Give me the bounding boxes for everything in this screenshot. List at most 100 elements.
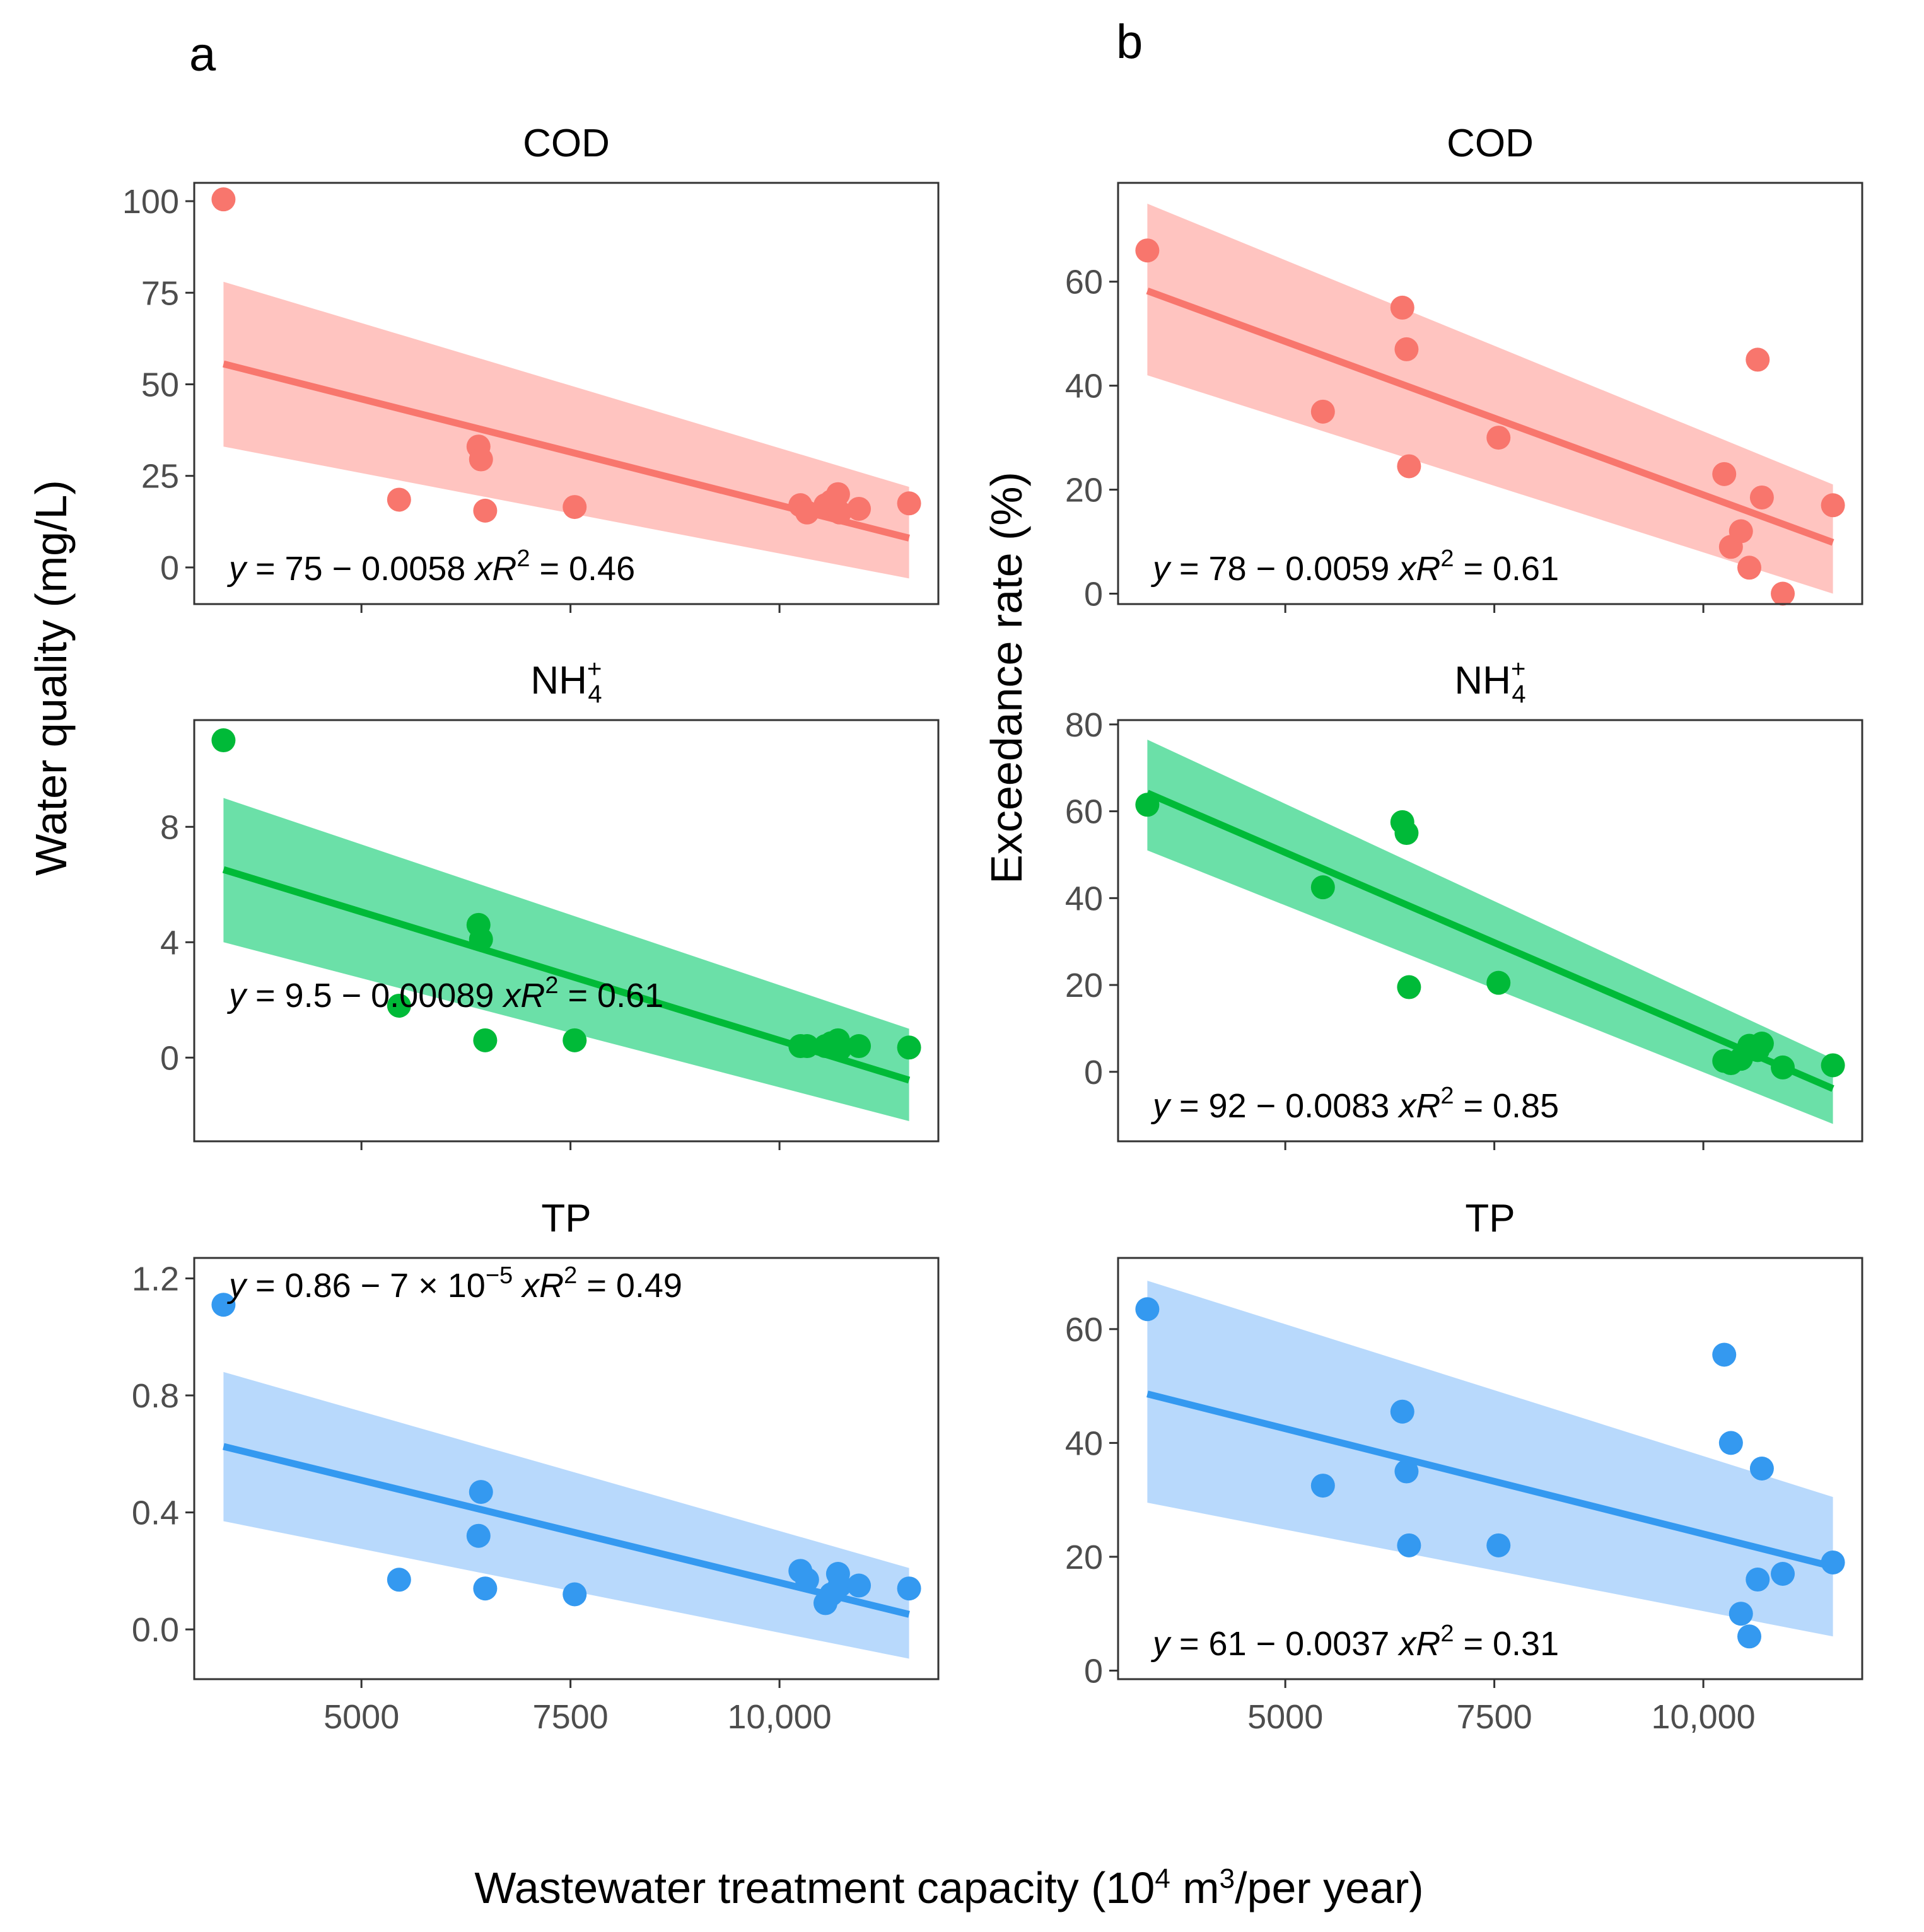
panel-title: COD	[1447, 122, 1534, 165]
regression-equation: y = 78 − 0.0059 xR2 = 0.61	[1150, 545, 1559, 588]
y-tick-label: 0	[160, 1039, 179, 1077]
y-tick-label: 40	[1065, 880, 1103, 917]
data-point	[1486, 970, 1511, 995]
data-point	[1729, 1602, 1753, 1626]
data-point	[1397, 454, 1421, 479]
data-point	[827, 1037, 852, 1061]
data-point	[795, 1034, 819, 1059]
plot-frame	[193, 182, 940, 605]
confidence-band	[1147, 1281, 1833, 1637]
y-tick-label: 0	[160, 549, 179, 587]
y-tick-label: 20	[1065, 1539, 1103, 1576]
regression-equation: y = 0.86 − 7 × 10−5 xR2 = 0.49	[226, 1262, 682, 1305]
panel-title: TP	[541, 1197, 591, 1240]
confidence-band	[1147, 739, 1833, 1124]
data-point	[563, 1028, 587, 1052]
data-point	[1135, 1297, 1160, 1322]
data-point	[1394, 337, 1419, 361]
data-point	[1749, 1032, 1774, 1056]
x-tick-label: 7500	[533, 1698, 609, 1736]
y-axis-title-b: Exceedance rate (%)	[982, 472, 1031, 884]
data-point	[1394, 1459, 1419, 1484]
data-point	[795, 500, 819, 525]
data-point	[1397, 975, 1421, 999]
y-tick-label: 0	[1084, 1054, 1103, 1091]
y-tick-label: 60	[1065, 264, 1103, 301]
x-tick-label: 5000	[324, 1698, 399, 1736]
data-point	[211, 187, 236, 212]
y-tick-label: 40	[1065, 1424, 1103, 1462]
data-point	[1749, 1457, 1774, 1481]
y-tick-label: 0	[1084, 576, 1103, 614]
y-tick-label: 20	[1065, 472, 1103, 509]
x-tick-label: 10,000	[1652, 1698, 1756, 1736]
confidence-band	[223, 281, 909, 579]
data-point	[847, 1034, 872, 1059]
confidence-band	[1147, 203, 1833, 594]
y-tick-label: 60	[1065, 793, 1103, 831]
panel-title: TP	[1465, 1197, 1515, 1240]
data-point	[1486, 426, 1511, 450]
data-point	[1390, 1399, 1414, 1424]
data-point	[211, 728, 236, 753]
data-point	[469, 1480, 493, 1504]
panel-b-2: NH+ 4 0 20 40 60 80 y = 92 − 0.0083 xR2 = 0.85	[1065, 655, 1863, 1150]
data-point	[847, 1573, 872, 1598]
data-point	[897, 1576, 921, 1601]
data-point	[473, 498, 498, 523]
data-point	[469, 927, 493, 951]
plot-frame	[1117, 1257, 1863, 1680]
data-point	[387, 487, 411, 512]
regression-line	[1146, 1390, 1834, 1570]
data-point	[1746, 1568, 1770, 1592]
data-point	[1821, 493, 1845, 518]
data-point	[211, 1293, 236, 1317]
data-point	[827, 1573, 852, 1598]
data-point	[1135, 238, 1160, 263]
data-point	[847, 496, 872, 521]
y-tick-label: 20	[1065, 967, 1103, 1004]
data-point	[827, 500, 852, 525]
data-point	[1737, 1624, 1762, 1649]
regression-equation: y = 92 − 0.0083 xR2 = 0.85	[1150, 1083, 1559, 1125]
y-tick-label: 60	[1065, 1311, 1103, 1349]
regression-line	[1146, 288, 1834, 546]
y-tick-label: 0	[1084, 1652, 1103, 1690]
data-point	[795, 1568, 819, 1592]
data-point	[1821, 1550, 1845, 1574]
regression-line	[223, 1443, 910, 1618]
panel-title: COD	[523, 122, 610, 165]
y-tick-label: 100	[122, 183, 179, 221]
y-tick-label: 80	[1065, 706, 1103, 744]
confidence-band	[223, 1371, 909, 1659]
y-tick-label: 0.4	[132, 1494, 179, 1532]
y-tick-label: 50	[141, 366, 179, 404]
data-point	[563, 495, 587, 520]
data-point	[563, 1582, 587, 1607]
x-axis-title: Wastewater treatment capacity (104 m3/pe…	[474, 1863, 1423, 1913]
y-axis-title-a: Water quality (mg/L)	[26, 480, 76, 876]
data-point	[1749, 485, 1774, 509]
plot-frame	[193, 719, 940, 1143]
data-point	[1729, 519, 1753, 544]
plot-frame	[1117, 182, 1863, 605]
data-point	[1771, 1562, 1795, 1586]
panel-a-3: TP 0.0 0.4 0.8 1.2 5000 7500 10,000 y = 0.86 − 7…	[132, 1197, 940, 1736]
data-point	[1737, 556, 1762, 580]
data-point	[473, 1028, 498, 1052]
panel-a-2: NH+ 4 0 4 8 y = 9.5 − 0.00089 xR2 = 0.61	[160, 655, 940, 1150]
y-tick-label: 25	[141, 458, 179, 496]
confidence-band	[223, 798, 909, 1121]
panel-letter-a: a	[189, 28, 216, 81]
y-tick-label: 8	[160, 808, 179, 846]
y-tick-label: 75	[141, 274, 179, 312]
data-point	[1390, 295, 1414, 320]
panel-b-3: TP 0 20 40 60 5000 7500 10,000 y = 61 − 0.0037 x…	[1065, 1197, 1863, 1736]
x-tick-label: 5000	[1247, 1698, 1323, 1736]
y-tick-label: 40	[1065, 368, 1103, 405]
data-point	[387, 1568, 411, 1592]
x-tick-label: 7500	[1457, 1698, 1532, 1736]
data-point	[825, 482, 850, 506]
data-point	[1394, 821, 1419, 846]
data-point	[466, 1523, 491, 1548]
